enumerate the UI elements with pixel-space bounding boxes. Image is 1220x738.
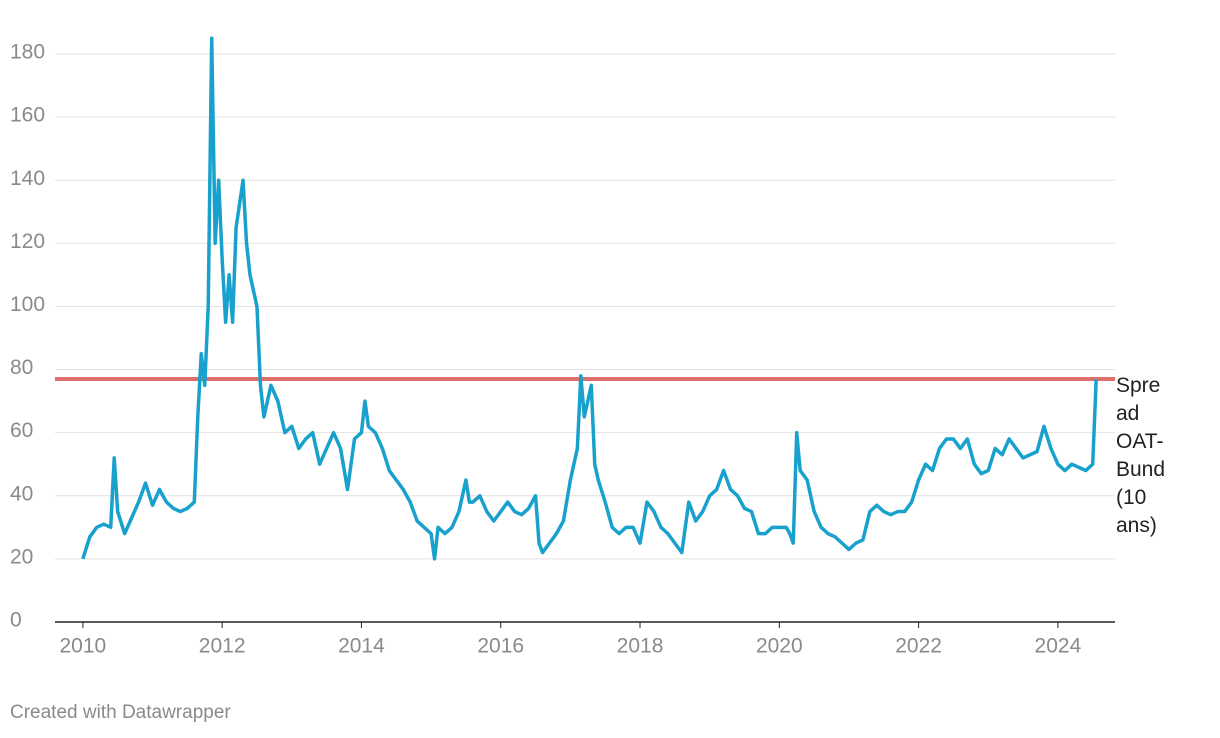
y-tick-label: 60 — [10, 419, 33, 442]
y-tick-label: 180 — [10, 41, 45, 64]
x-tick-label: 2010 — [59, 635, 106, 658]
y-tick-label: 140 — [10, 167, 45, 190]
x-tick-label: 2016 — [477, 635, 524, 658]
y-tick-label: 160 — [10, 104, 45, 127]
x-tick-label: 2014 — [338, 635, 385, 658]
x-tick-label: 2020 — [756, 635, 803, 658]
series-label: Spread OAT-Bund (10 ans) — [1116, 374, 1166, 537]
y-tick-label: 120 — [10, 230, 45, 253]
credit: Created with Datawrapper — [10, 702, 231, 723]
x-tick-label: 2022 — [895, 635, 942, 658]
x-tick-label: 2018 — [617, 635, 664, 658]
series-line — [81, 36, 1098, 561]
y-tick-label: 80 — [10, 356, 33, 379]
y-tick-label: 0 — [10, 609, 22, 632]
x-tick-label: 2024 — [1035, 635, 1082, 658]
y-tick-label: 20 — [10, 545, 33, 568]
y-tick-label: 40 — [10, 482, 33, 505]
x-tick-label: 2012 — [199, 635, 246, 658]
y-tick-label: 100 — [10, 293, 45, 316]
